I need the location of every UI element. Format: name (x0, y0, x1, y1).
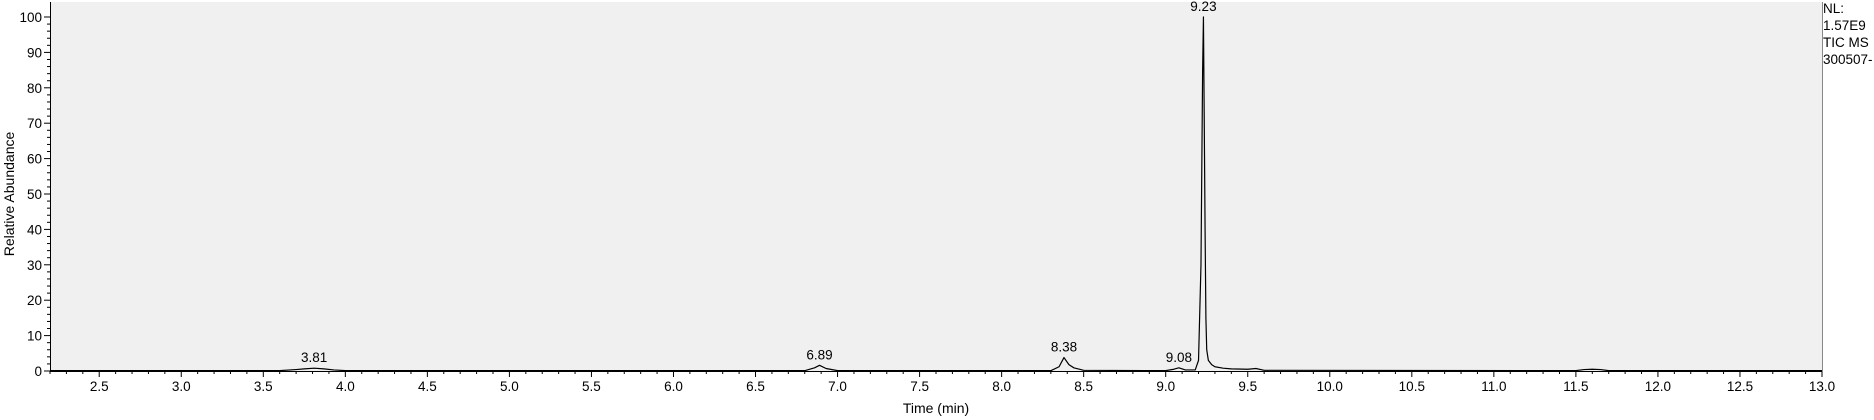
peak-labels: 3.81 6.89 8.38 9.08 9.23 (301, 0, 1217, 365)
x-tick-label: 9.0 (1156, 379, 1175, 394)
y-tick-label: 70 (27, 116, 42, 131)
x-tick-label: 6.5 (746, 379, 765, 394)
x-tick-label: 10.5 (1399, 379, 1425, 394)
x-tick-label: 3.5 (254, 379, 273, 394)
nl-label: NL: (1823, 1, 1845, 16)
y-tick-label: 60 (27, 152, 42, 167)
y-tick-label: 10 (27, 329, 42, 344)
trace-type: TIC MS (1823, 35, 1869, 50)
x-tick-label: 12.0 (1645, 379, 1671, 394)
x-tick-label: 5.0 (500, 379, 519, 394)
tic-trace-line (50, 16, 1822, 372)
x-tick-label: 4.5 (418, 379, 437, 394)
nl-value: 1.57E9 (1823, 18, 1866, 33)
x-tick-label: 4.0 (336, 379, 355, 394)
x-tick-label: 10.0 (1317, 379, 1343, 394)
peak-label: 9.08 (1166, 350, 1192, 365)
y-tick-label: 90 (27, 45, 42, 60)
x-tick-label: 3.0 (172, 379, 191, 394)
scan-info-panel: NL: 1.57E9 TIC MS 300507- (1823, 0, 1874, 68)
y-tick-label: 30 (27, 258, 42, 273)
peak-label: 3.81 (301, 350, 327, 365)
x-tick-label: 11.5 (1563, 379, 1588, 394)
y-tick-label: 50 (27, 187, 42, 202)
peak-label: 8.38 (1051, 340, 1077, 355)
y-tick-label: 0 (34, 364, 42, 379)
x-tick-label: 7.5 (910, 379, 929, 394)
x-tick-label: 5.5 (582, 379, 601, 394)
x-tick-label: 9.5 (1238, 379, 1257, 394)
peak-label: 9.23 (1190, 0, 1216, 14)
x-tick-label: 11.0 (1481, 379, 1506, 394)
file-name: 300507- (1823, 52, 1873, 67)
ticks-layer: 2.5 3.0 3.5 4.0 4.5 5.0 5.5 6.0 6.5 7.0 7.5 8.0 8.5 9… (19, 10, 1835, 394)
y-tick-label: 40 (27, 222, 42, 237)
x-tick-label: 8.5 (1074, 379, 1093, 394)
x-tick-label: 12.5 (1727, 379, 1753, 394)
peak-label: 6.89 (806, 347, 832, 362)
x-axis-title: Time (min) (903, 400, 969, 416)
y-tick-label: 80 (27, 81, 42, 96)
x-tick-label: 8.0 (992, 379, 1011, 394)
x-tick-label: 6.0 (664, 379, 683, 394)
x-tick-label: 7.0 (828, 379, 847, 394)
x-tick-label: 2.5 (90, 379, 109, 394)
y-tick-label: 20 (27, 293, 42, 308)
plot-background (50, 2, 1822, 371)
y-axis-title: Relative Abundance (1, 132, 17, 257)
y-tick-label: 100 (19, 10, 42, 25)
x-tick-label: 13.0 (1809, 379, 1835, 394)
